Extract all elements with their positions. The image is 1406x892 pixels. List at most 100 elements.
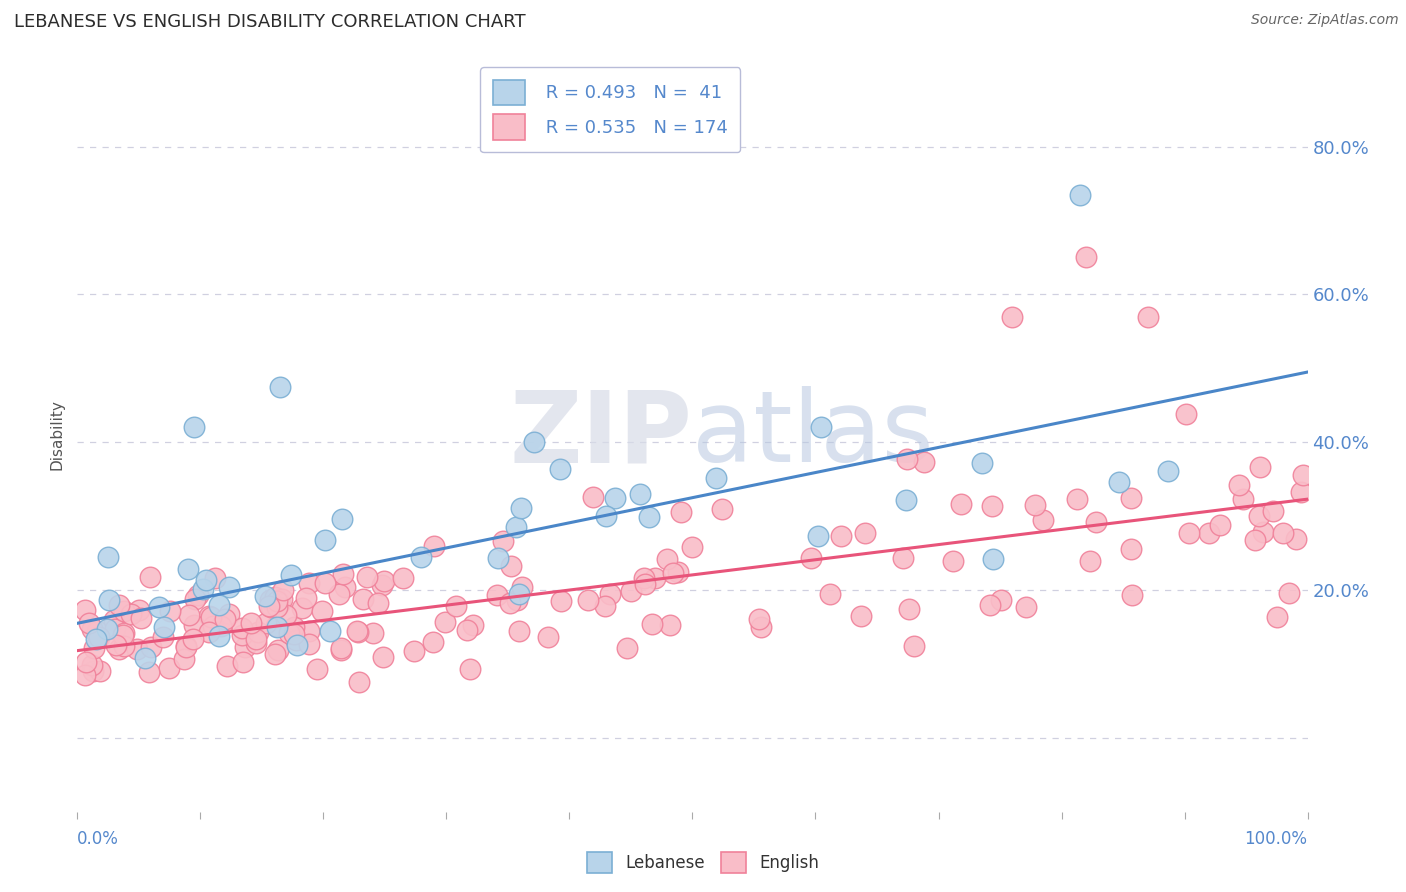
Point bbox=[550, 593, 572, 607]
Point bbox=[505, 593, 527, 607]
Point bbox=[1265, 610, 1288, 624]
Point bbox=[444, 599, 467, 613]
Point bbox=[179, 608, 201, 623]
Point bbox=[191, 582, 214, 596]
Point bbox=[329, 642, 352, 657]
Point bbox=[259, 593, 281, 607]
Point bbox=[593, 599, 616, 614]
Point bbox=[231, 628, 253, 642]
Point bbox=[655, 551, 678, 566]
Point bbox=[1136, 310, 1159, 324]
Point bbox=[330, 641, 353, 656]
Point bbox=[1001, 310, 1024, 324]
Point bbox=[422, 539, 444, 553]
Point bbox=[183, 618, 205, 632]
Point bbox=[307, 661, 329, 675]
Point bbox=[1227, 478, 1250, 492]
Point bbox=[1157, 464, 1180, 478]
Point bbox=[177, 562, 200, 576]
Point bbox=[658, 618, 681, 632]
Point bbox=[1066, 491, 1088, 506]
Point bbox=[107, 642, 129, 657]
Point bbox=[314, 533, 336, 547]
Point bbox=[97, 549, 120, 564]
Point bbox=[231, 621, 253, 635]
Point bbox=[271, 592, 294, 607]
Point bbox=[131, 611, 153, 625]
Point bbox=[208, 629, 231, 643]
Point bbox=[285, 632, 308, 647]
Point bbox=[330, 512, 353, 526]
Point bbox=[537, 630, 560, 644]
Point bbox=[298, 575, 321, 590]
Point bbox=[1272, 526, 1295, 541]
Point bbox=[298, 624, 321, 639]
Point bbox=[1232, 492, 1254, 507]
Point bbox=[510, 500, 533, 515]
Point bbox=[751, 620, 773, 634]
Point bbox=[903, 639, 925, 653]
Point bbox=[75, 667, 97, 681]
Point bbox=[391, 571, 413, 585]
Point bbox=[335, 580, 357, 594]
Point bbox=[499, 559, 522, 574]
Point bbox=[111, 628, 134, 642]
Point bbox=[1076, 251, 1098, 265]
Point bbox=[298, 637, 321, 651]
Point bbox=[269, 380, 291, 394]
Point bbox=[460, 662, 482, 676]
Point bbox=[104, 638, 127, 652]
Point bbox=[75, 655, 97, 669]
Text: ZIP: ZIP bbox=[509, 386, 693, 483]
Point bbox=[371, 650, 394, 665]
Point bbox=[84, 632, 107, 646]
Point bbox=[352, 591, 374, 606]
Point bbox=[1069, 187, 1091, 202]
Point bbox=[98, 593, 121, 607]
Point bbox=[505, 519, 527, 533]
Point bbox=[485, 589, 508, 603]
Point bbox=[218, 580, 240, 594]
Point bbox=[1261, 504, 1284, 518]
Point bbox=[311, 604, 333, 618]
Point bbox=[800, 550, 823, 565]
Point bbox=[247, 625, 270, 640]
Point bbox=[346, 624, 368, 639]
Point bbox=[195, 574, 218, 588]
Point bbox=[254, 615, 277, 630]
Point bbox=[183, 632, 205, 646]
Point bbox=[271, 582, 294, 597]
Point bbox=[294, 591, 316, 606]
Point bbox=[979, 599, 1001, 613]
Point bbox=[1285, 532, 1308, 546]
Point bbox=[1291, 468, 1313, 483]
Point bbox=[508, 587, 530, 601]
Point bbox=[134, 651, 156, 665]
Point bbox=[80, 657, 103, 672]
Point bbox=[641, 616, 664, 631]
Point bbox=[245, 636, 267, 650]
Point bbox=[1251, 525, 1274, 540]
Point bbox=[748, 612, 770, 626]
Point bbox=[461, 617, 484, 632]
Point bbox=[112, 626, 135, 640]
Point bbox=[349, 674, 371, 689]
Point bbox=[1249, 459, 1271, 474]
Point bbox=[204, 571, 226, 585]
Point bbox=[187, 588, 209, 602]
Point bbox=[508, 624, 530, 638]
Point bbox=[1244, 533, 1267, 548]
Point bbox=[263, 590, 285, 604]
Point bbox=[616, 640, 638, 655]
Point bbox=[283, 619, 305, 633]
Point bbox=[89, 664, 111, 678]
Point bbox=[411, 549, 433, 564]
Point bbox=[548, 462, 571, 476]
Legend:  R = 0.493   N =  41,  R = 0.535   N = 174: R = 0.493 N = 41, R = 0.535 N = 174 bbox=[479, 67, 740, 153]
Point bbox=[666, 565, 689, 579]
Point bbox=[319, 624, 342, 639]
Point bbox=[214, 612, 236, 626]
Point bbox=[981, 552, 1004, 566]
Point bbox=[152, 630, 174, 644]
Point bbox=[267, 643, 290, 657]
